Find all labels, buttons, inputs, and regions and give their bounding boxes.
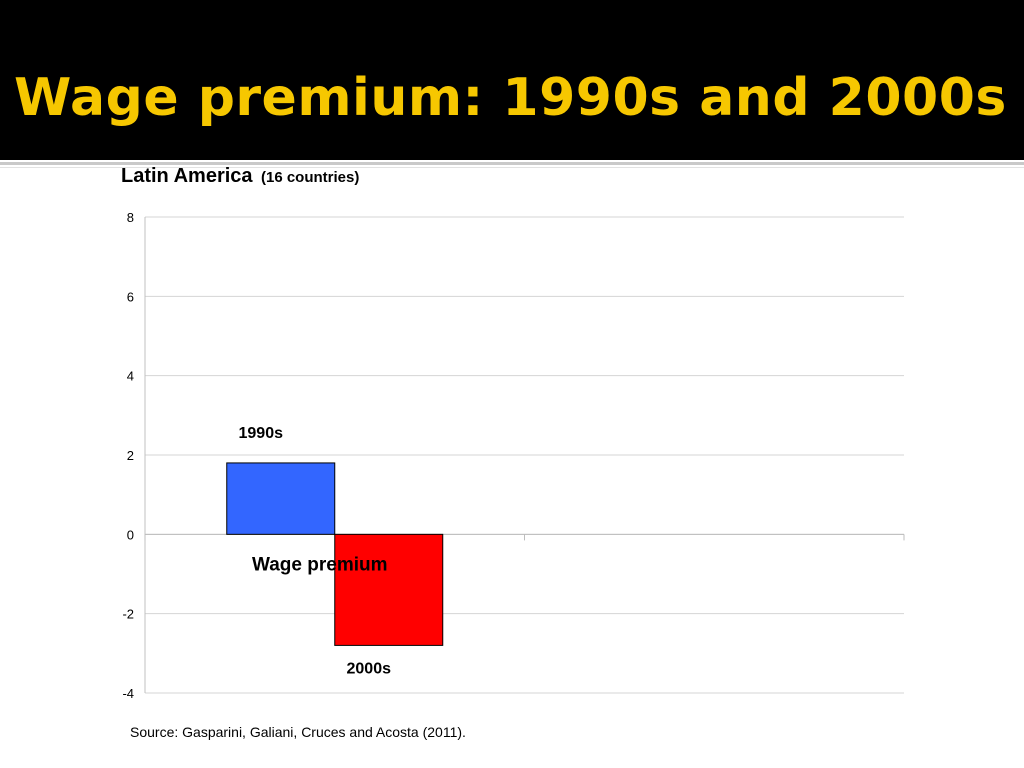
- slide-title: Wage premium: 1990s and 2000s: [14, 68, 1007, 128]
- chart-subtitle: (16 countries): [260, 169, 360, 186]
- y-tick-label: 8: [127, 210, 134, 225]
- chart-heading: Latin America (16 countries): [121, 165, 359, 188]
- title-bar: [0, 0, 1024, 160]
- y-tick-label: 0: [127, 527, 134, 542]
- bar-2000s: [334, 533, 444, 646]
- chart-title: Latin America: [121, 165, 253, 187]
- bar-1990s: [226, 462, 336, 535]
- category-label: Wage premium: [252, 554, 388, 575]
- y-tick-label: 4: [127, 369, 134, 384]
- series-label: 2000s: [347, 660, 392, 677]
- y-tick-label: -4: [122, 686, 134, 701]
- y-tick-label: 2: [127, 448, 134, 463]
- y-tick-label: -2: [122, 607, 134, 622]
- y-tick-label: 6: [127, 289, 134, 304]
- title-divider: [0, 162, 1024, 165]
- title-divider-thin: [0, 167, 1024, 168]
- series-label: 1990s: [239, 425, 284, 442]
- source-note: Source: Gasparini, Galiani, Cruces and A…: [130, 724, 466, 740]
